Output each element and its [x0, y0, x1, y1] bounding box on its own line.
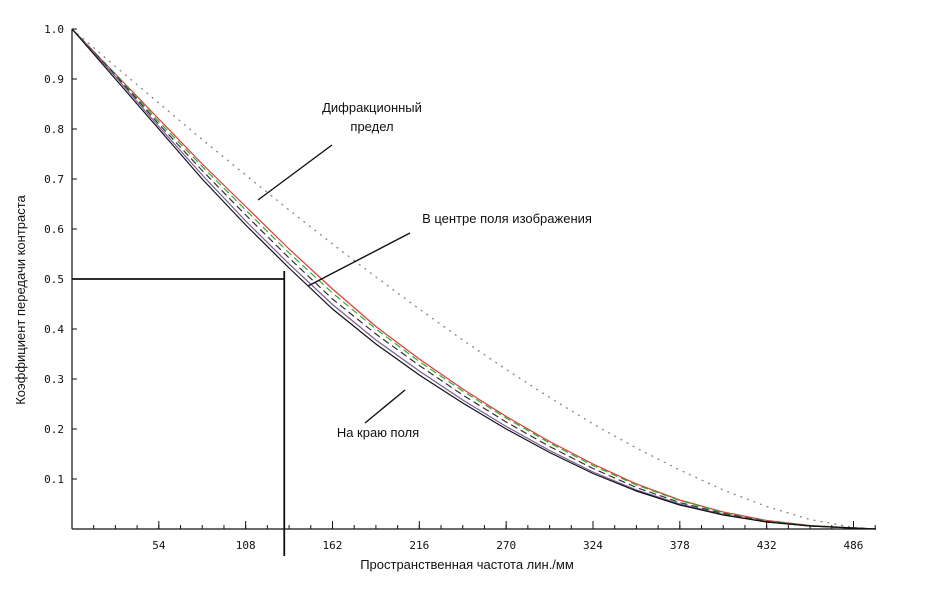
annotation-pointer: [307, 232, 411, 287]
annotation-label: В центре поля изображения: [422, 211, 592, 226]
series-line-1: [71, 28, 877, 530]
annotation-pointer: [257, 144, 333, 201]
series-line-6: [71, 28, 877, 530]
annotation-label: На краю поля: [337, 425, 419, 440]
y-tick-label: 0.9: [44, 73, 64, 86]
y-axis: 0.1 0.2 0.3 0.4 0.5 0.6 0.7 0.8 0.9 1.0: [44, 23, 77, 529]
x-axis-title: Пространственная частота лин./мм: [360, 557, 574, 572]
y-tick-label: 0.6: [44, 223, 64, 236]
y-tick-label: 1.0: [44, 23, 64, 36]
x-tick-label: 378: [670, 539, 690, 552]
annotation-layer: Дифракционный предел В центре поля изображ…: [257, 100, 592, 440]
reference-lines: [72, 271, 286, 556]
x-tick-label: 162: [323, 539, 343, 552]
annotation-label: Дифракционный: [322, 100, 422, 115]
y-tick-label: 0.8: [44, 123, 64, 136]
y-tick-label: 0.1: [44, 473, 64, 486]
y-tick-label: 0.3: [44, 373, 64, 386]
y-axis-title: Коэффициент передачи контраста: [13, 194, 28, 404]
y-tick-label: 0.5: [44, 273, 64, 286]
x-tick-label: 270: [496, 539, 516, 552]
x-tick-label: 216: [409, 539, 429, 552]
x-tick-label: 324: [583, 539, 603, 552]
y-tick-label: 0.7: [44, 173, 64, 186]
x-tick-label: 54: [152, 539, 166, 552]
x-tick-label: 486: [844, 539, 864, 552]
y-tick-label: 0.4: [44, 323, 64, 336]
x-axis: 54 108 162 216 270 324 378 432 486: [72, 521, 876, 552]
x-tick-label: 108: [236, 539, 256, 552]
x-tick-label: 432: [757, 539, 777, 552]
annotation-label: предел: [350, 119, 393, 134]
y-tick-label: 0.2: [44, 423, 64, 436]
annotation-pointer: [364, 389, 406, 424]
series-layer: [71, 28, 877, 530]
